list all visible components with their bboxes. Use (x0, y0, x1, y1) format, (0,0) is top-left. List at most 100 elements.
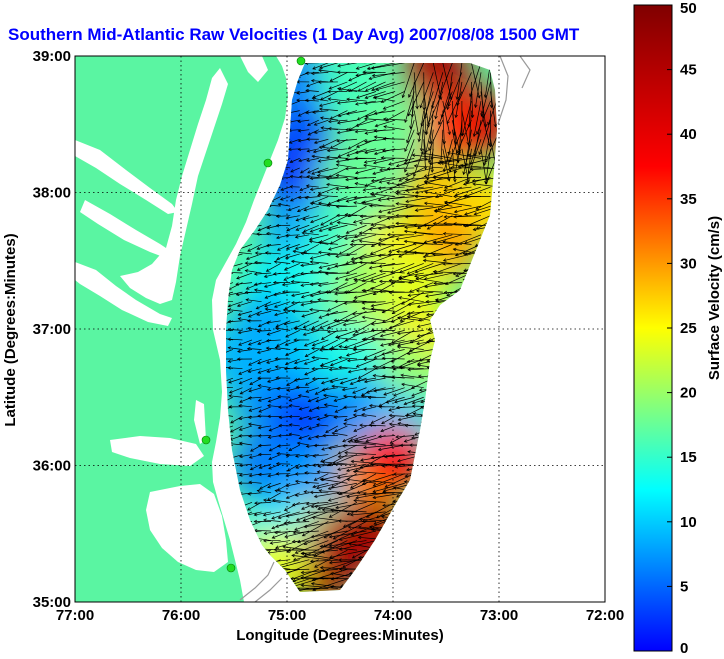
velocity-vector (490, 91, 496, 127)
velocity-vector (329, 549, 367, 558)
vector-head (423, 174, 428, 178)
vector-head (407, 112, 411, 117)
velocity-vector (338, 444, 358, 455)
vector-head (285, 246, 290, 250)
colorbar-label: Surface Velocity (cm/s) (706, 216, 723, 380)
velocity-vector (344, 452, 377, 455)
vector-head (377, 186, 382, 190)
vector-head (238, 371, 242, 375)
velocity-vector (355, 72, 377, 76)
velocity-vector (409, 282, 434, 293)
vector-head (279, 197, 284, 201)
vector-head (305, 88, 309, 93)
vector-head (227, 359, 232, 363)
vector-head (380, 343, 384, 347)
colorbar-tick-label: 30 (680, 255, 697, 272)
velocity-vector (310, 261, 329, 264)
vector-head (281, 282, 286, 287)
vector-head (256, 312, 260, 316)
vector-head (382, 117, 387, 121)
velocity-vector (327, 330, 348, 333)
contour-line-south (239, 561, 275, 601)
vector-head (351, 555, 356, 559)
velocity-vector (257, 349, 272, 354)
vector-head (403, 401, 408, 406)
velocity-vector (285, 253, 300, 259)
velocity-vector (228, 301, 243, 307)
vector-head (447, 131, 451, 136)
velocity-vector (317, 175, 338, 178)
vector-head (363, 608, 366, 611)
vector-head (370, 420, 375, 424)
velocity-vector (393, 387, 415, 397)
velocity-vector (311, 320, 329, 329)
vector-head (274, 603, 277, 606)
velocity-vector (302, 215, 319, 220)
velocity-vector (385, 396, 405, 403)
vector-head (373, 151, 378, 156)
velocity-vector (314, 119, 329, 126)
vector-head (432, 252, 436, 257)
y-tick-label: 39:00 (33, 48, 71, 65)
vector-head (408, 94, 412, 98)
vector-head (318, 145, 323, 150)
vector-head (306, 122, 311, 126)
vector-head (399, 443, 404, 448)
velocity-vector (305, 387, 319, 393)
vector-head (484, 180, 488, 185)
velocity-vector (461, 100, 472, 136)
vector-head (366, 66, 371, 71)
vector-head (326, 148, 331, 153)
vector-head (264, 295, 269, 299)
velocity-vector (337, 119, 358, 124)
velocity-vector (334, 425, 348, 432)
vector-head (414, 432, 418, 436)
velocity-vector (315, 396, 329, 402)
vector-head (434, 298, 439, 302)
velocity-vector (239, 473, 253, 476)
velocity-vector (310, 224, 329, 233)
velocity-vector (311, 196, 329, 204)
vector-head (313, 553, 318, 557)
vector-head (331, 431, 336, 436)
vector-head (334, 608, 337, 611)
velocity-vector (379, 263, 405, 267)
vector-head (306, 83, 310, 88)
velocity-vector (248, 339, 262, 346)
vector-head (257, 384, 262, 388)
velocity-vector (391, 272, 415, 284)
vector-head (420, 405, 424, 409)
velocity-vector (289, 424, 300, 427)
vector-head (285, 215, 290, 220)
vector-head (283, 267, 288, 271)
vector-head (306, 175, 310, 179)
vector-head (347, 146, 352, 150)
velocity-vector (318, 241, 338, 245)
velocity-vector (317, 471, 338, 475)
vector-head (316, 423, 320, 427)
colorbar-tick-label: 20 (680, 385, 697, 402)
velocity-vector (248, 481, 262, 484)
vector-head (360, 458, 364, 462)
grid-lines (75, 56, 605, 602)
vector-head (317, 464, 322, 468)
vector-head (415, 289, 420, 293)
velocity-vector (289, 433, 300, 436)
velocity-vector (353, 339, 377, 349)
velocity-vector (294, 320, 310, 329)
velocity-vector (381, 416, 396, 425)
velocity-vector (443, 253, 472, 262)
vector-head (322, 604, 325, 607)
vector-head (345, 177, 349, 182)
vector-head (379, 333, 384, 338)
pamlico-sound (146, 484, 228, 572)
vector-head (328, 367, 333, 372)
velocity-vector (352, 310, 377, 315)
velocity-vector (335, 282, 358, 291)
velocity-vector (311, 347, 329, 350)
vector-head (293, 360, 298, 365)
vector-head (266, 360, 270, 364)
velocity-vector (354, 291, 377, 299)
velocity-vector (301, 291, 319, 298)
velocity-vector (397, 339, 424, 346)
